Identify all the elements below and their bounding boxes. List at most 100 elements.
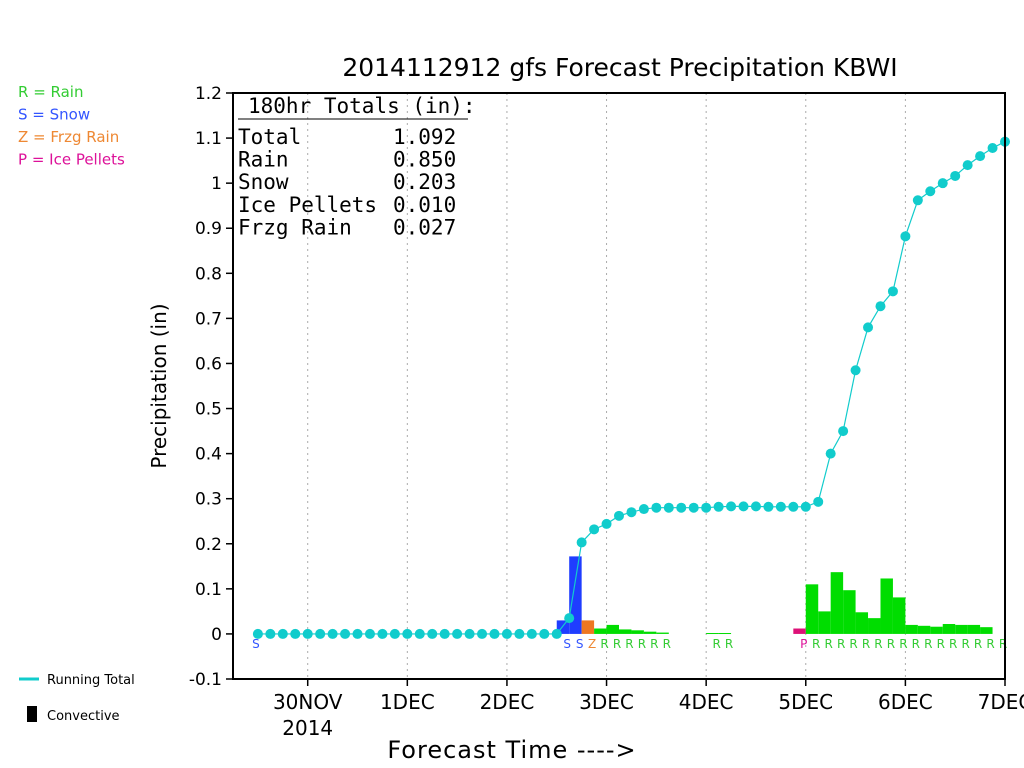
precip-type-marker: S xyxy=(252,637,260,651)
totals-row-label: Rain xyxy=(238,148,289,172)
precip-bar-rain xyxy=(706,633,719,635)
precip-type-marker: R xyxy=(999,637,1007,651)
convective-legend-swatch xyxy=(27,706,37,722)
running-total-point xyxy=(290,628,301,639)
y-tick-label: 0.4 xyxy=(195,445,222,465)
running-total-point xyxy=(514,628,525,639)
precip-type-marker: R xyxy=(912,637,920,651)
running-total-point xyxy=(265,628,276,639)
precip-bar-frzg-rain xyxy=(581,620,595,634)
y-tick-label: 0.8 xyxy=(195,264,222,284)
precip-type-marker: R xyxy=(812,637,820,651)
running-total-point xyxy=(875,301,886,312)
running-total-point xyxy=(750,501,761,512)
running-total-point xyxy=(352,628,363,639)
x-tick-label: 3DEC xyxy=(579,690,634,714)
precip-bar-rain xyxy=(643,631,657,634)
running-total-point xyxy=(775,501,786,512)
running-total-point xyxy=(763,501,774,512)
precip-type-marker: R xyxy=(825,637,833,651)
precip-type-marker: R xyxy=(638,637,646,651)
precip-bar-rain xyxy=(805,584,819,634)
totals-box: 180hr Totals (in): Total 1.092 Rain 0.850 Sno… xyxy=(238,94,476,239)
totals-row-label: Snow xyxy=(238,170,289,194)
totals-row-value: 0.850 xyxy=(393,148,456,172)
precip-bar-rain xyxy=(830,572,844,634)
precip-bar-rain xyxy=(656,632,669,634)
running-total-point xyxy=(389,628,400,639)
x-tick-label: 5DEC xyxy=(778,690,833,714)
y-tick-label: 0.6 xyxy=(195,354,222,374)
y-tick-label: 0.1 xyxy=(195,580,222,600)
precip-bar-rain xyxy=(967,624,981,634)
precip-type-marker: R xyxy=(961,637,969,651)
x-tick-label: 30NOV xyxy=(273,690,343,714)
precip-type-marker: R xyxy=(613,637,621,651)
precip-type-marker: R xyxy=(874,637,882,651)
precip-bars xyxy=(556,556,993,635)
y-tick-label: 0.7 xyxy=(195,309,222,329)
type-legend-item: S = Snow xyxy=(18,106,90,124)
y-tick-label: 0.2 xyxy=(195,535,222,555)
y-tick-label: 0 xyxy=(211,625,222,645)
y-tick-label: 0.5 xyxy=(195,400,222,420)
precip-type-marker: R xyxy=(600,637,608,651)
precip-bar-rain xyxy=(892,597,906,634)
precip-type-marker: R xyxy=(949,637,957,651)
precip-type-marker: Z xyxy=(588,637,596,651)
precip-bar-rain xyxy=(606,624,619,634)
running-total-point xyxy=(663,502,674,513)
x-tick-sublabel: 2014 xyxy=(282,716,333,740)
precip-bar-rain xyxy=(917,625,931,634)
totals-header: 180hr Totals (in): xyxy=(248,94,476,118)
running-total-legend-label: Running Total xyxy=(47,673,135,688)
x-tick-label: 6DEC xyxy=(878,690,933,714)
precip-type-marker: R xyxy=(650,637,658,651)
series-legend: Running Total Convective xyxy=(19,673,135,724)
precip-type-marker: R xyxy=(625,637,633,651)
precip-bar-rain xyxy=(594,628,607,634)
running-total-point xyxy=(464,628,475,639)
precip-type-marker: R xyxy=(924,637,932,651)
running-total-point xyxy=(340,628,351,639)
running-total-point xyxy=(551,628,562,639)
precip-bar-rain xyxy=(905,624,918,634)
running-total-point xyxy=(912,195,923,206)
precip-type-marker: R xyxy=(986,637,994,651)
running-total-point xyxy=(788,501,799,512)
running-total-point xyxy=(962,160,973,171)
running-total-point xyxy=(315,628,326,639)
precip-type-marker: R xyxy=(725,637,733,651)
running-total-point xyxy=(825,448,836,459)
running-total-point xyxy=(937,178,948,189)
running-total-point xyxy=(576,537,587,548)
precip-bar-rain xyxy=(955,624,968,634)
vertical-gridlines xyxy=(307,93,906,679)
running-total-point xyxy=(439,628,450,639)
precip-bar-rain xyxy=(818,611,831,634)
totals-row-value: 1.092 xyxy=(393,125,456,149)
running-total-point xyxy=(800,501,811,512)
running-total-point xyxy=(601,518,612,529)
running-total-point xyxy=(813,496,824,507)
y-tick-label: 1.2 xyxy=(195,84,222,104)
precip-bar-rain xyxy=(868,618,881,634)
running-total-point xyxy=(477,628,488,639)
running-total-point xyxy=(277,628,288,639)
running-total-point xyxy=(364,628,375,639)
running-total-point xyxy=(414,628,425,639)
precip-type-legend: R = Rain S = Snow Z = Frzg Rain P = Ice Pel… xyxy=(18,83,125,169)
running-total-point xyxy=(564,613,575,624)
precip-type-marker: R xyxy=(663,637,671,651)
running-total-point xyxy=(489,628,500,639)
x-tick-label: 7DEC xyxy=(978,690,1024,714)
running-total-point xyxy=(713,501,724,512)
x-tick-label: 4DEC xyxy=(679,690,734,714)
totals-row-value: 0.010 xyxy=(393,193,456,217)
precip-bar-rain xyxy=(880,578,893,634)
y-axis: -0.1 0 0.1 0.2 0.3 0.4 0.5 0.6 0.7 0.8 0.9 1 1.1 1.2 xyxy=(189,84,233,690)
y-tick-label: 0.9 xyxy=(195,219,222,239)
precip-type-marker: R xyxy=(974,637,982,651)
precip-type-marker: P xyxy=(800,637,807,651)
